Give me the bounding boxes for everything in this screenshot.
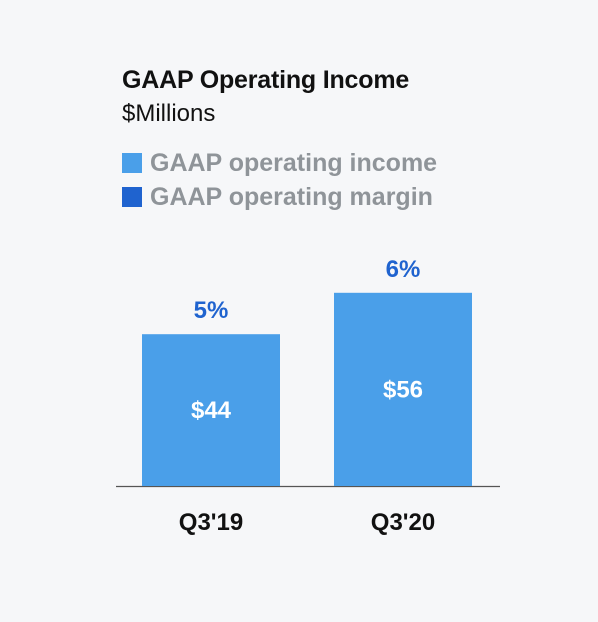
legend-label-operating-margin: GAAP operating margin (150, 182, 433, 211)
legend-swatch-operating-margin (122, 187, 142, 207)
margin-label-1: 6% (386, 256, 421, 283)
chart-subtitle: $Millions (122, 100, 216, 127)
chart-title: GAAP Operating Income (122, 66, 410, 94)
bar-operating-income-0 (142, 334, 280, 486)
bar-operating-income-1 (334, 292, 472, 486)
chart-legend: GAAP operating income GAAP operating mar… (122, 146, 437, 214)
legend-item-operating-margin: GAAP operating margin (122, 180, 437, 214)
legend-swatch-operating-income (122, 153, 142, 173)
x-tick-label-1: Q3'20 (371, 509, 435, 536)
bar-value-label-1: $56 (383, 376, 423, 403)
legend-label-operating-income: GAAP operating income (150, 148, 438, 177)
bar-value-label-0: $44 (191, 397, 232, 424)
legend-item-operating-income: GAAP operating income (122, 146, 437, 180)
margin-label-0: 5% (194, 297, 229, 324)
x-tick-label-0: Q3'19 (179, 509, 243, 536)
